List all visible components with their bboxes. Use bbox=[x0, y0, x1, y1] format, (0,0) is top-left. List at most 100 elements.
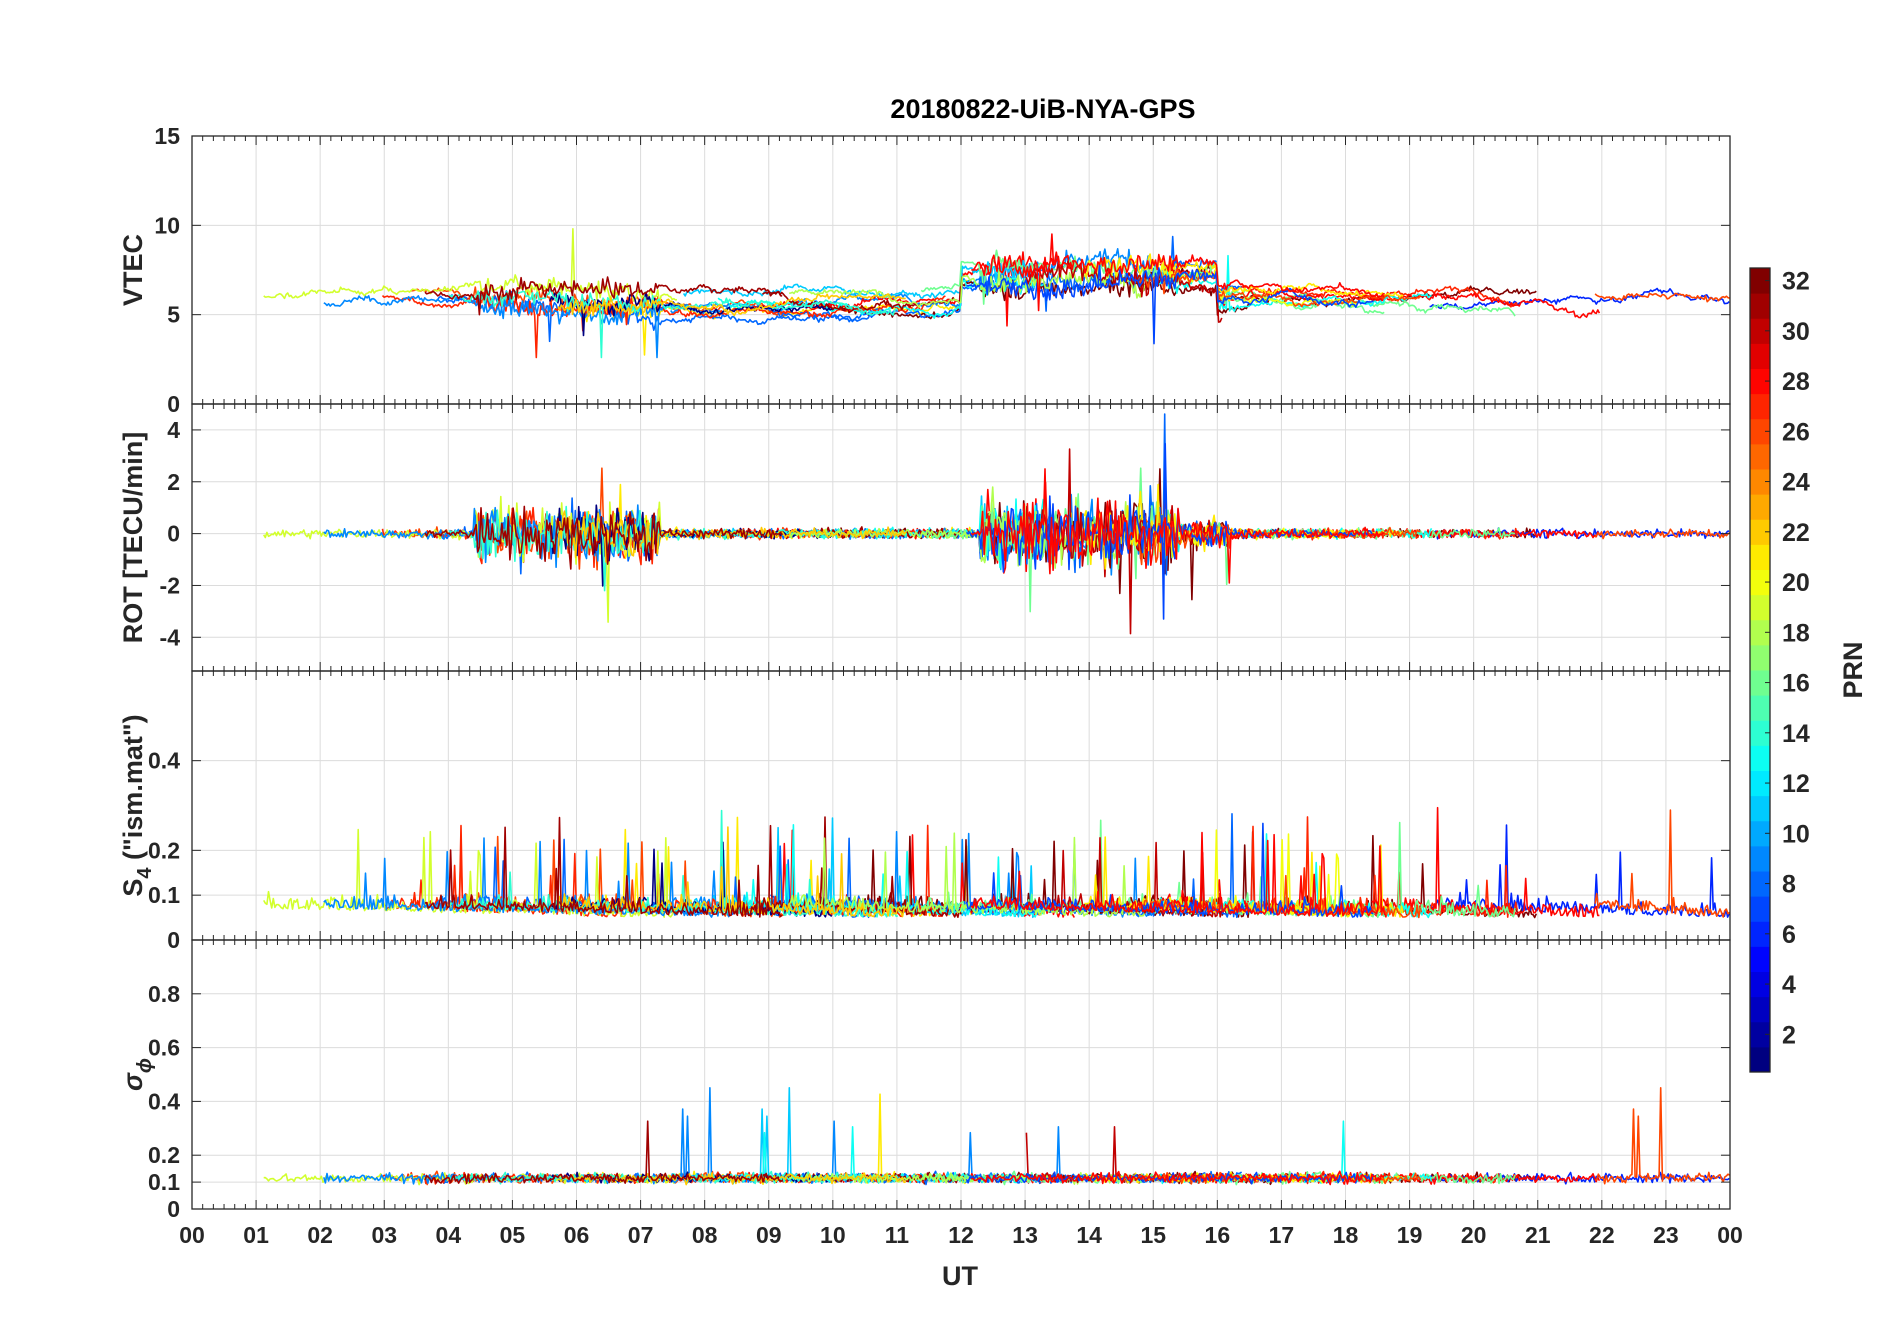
sigma_phi-series-line bbox=[971, 1170, 1386, 1186]
x-tick-label: 19 bbox=[1397, 1222, 1423, 1248]
colorbar-tick-label: 22 bbox=[1782, 519, 1810, 547]
colorbar-segment bbox=[1750, 745, 1770, 771]
vtec-series-group bbox=[263, 228, 1730, 359]
vtec-y-tick-label: 5 bbox=[167, 302, 180, 328]
colorbar-segment bbox=[1750, 921, 1770, 947]
s4-y-tick-label: 0.1 bbox=[148, 882, 180, 908]
colorbar-segment bbox=[1750, 343, 1770, 369]
x-axis-label: UT bbox=[942, 1261, 978, 1291]
colorbar-segment bbox=[1750, 293, 1770, 319]
sigma_phi-series-group bbox=[263, 1087, 1730, 1186]
colorbar-tick-label: 24 bbox=[1782, 469, 1810, 497]
colorbar-segment bbox=[1750, 393, 1770, 420]
colorbar-tick-label: 20 bbox=[1782, 569, 1810, 597]
colorbar-tick-label: 2 bbox=[1782, 1021, 1796, 1049]
s4-series-line bbox=[788, 832, 1146, 918]
colorbar-tick-label: 26 bbox=[1782, 418, 1810, 446]
x-tick-label: 17 bbox=[1269, 1222, 1295, 1248]
s4-series-line bbox=[263, 828, 678, 918]
x-tick-label: 13 bbox=[1012, 1222, 1038, 1248]
x-tick-label: 16 bbox=[1205, 1222, 1231, 1248]
vtec-series-line bbox=[557, 293, 906, 318]
s4-y-axis-label: S4 ("ism.mat") bbox=[118, 714, 156, 896]
s4-series-group bbox=[263, 806, 1730, 919]
colorbar-tick-label: 16 bbox=[1782, 670, 1810, 698]
colorbar-segment bbox=[1750, 695, 1770, 721]
x-tick-label: 00 bbox=[1717, 1222, 1743, 1248]
x-tick-label: 18 bbox=[1333, 1222, 1359, 1248]
colorbar-tick-label: 12 bbox=[1782, 770, 1810, 798]
colorbar-segment bbox=[1750, 544, 1770, 570]
colorbar-tick-label: 4 bbox=[1782, 971, 1796, 999]
vtec-series-line bbox=[424, 276, 783, 316]
s4-y-tick-label: 0 bbox=[167, 927, 180, 953]
x-tick-label: 09 bbox=[756, 1222, 782, 1248]
colorbar-segment bbox=[1750, 594, 1770, 621]
vtec-series-line bbox=[966, 262, 1374, 345]
x-tick-label: 22 bbox=[1589, 1222, 1615, 1248]
colorbar-tick-label: 8 bbox=[1782, 871, 1796, 899]
x-tick-label: 10 bbox=[820, 1222, 846, 1248]
colorbar-segment bbox=[1750, 644, 1770, 671]
rot-series-line bbox=[448, 505, 899, 592]
vtec-series-line bbox=[448, 289, 899, 359]
rot-series-line bbox=[557, 510, 907, 563]
colorbar-frame bbox=[1749, 267, 1771, 1073]
colorbar-segment bbox=[1750, 820, 1770, 847]
x-tick-label: 01 bbox=[243, 1222, 269, 1248]
colorbar-segment bbox=[1750, 619, 1770, 646]
x-tick-label: 21 bbox=[1525, 1222, 1551, 1248]
rot-y-tick-label: -2 bbox=[160, 572, 180, 598]
x-tick-label: 23 bbox=[1653, 1222, 1679, 1248]
x-tick-label: 08 bbox=[692, 1222, 718, 1248]
panel-rot: -4 -2 0 2 4 ROT [TECU/min] bbox=[118, 403, 1731, 672]
colorbar-segment bbox=[1750, 871, 1770, 897]
colorbar-segment bbox=[1750, 845, 1770, 872]
rot-y-axis-label: ROT [TECU/min] bbox=[118, 432, 148, 643]
colorbar-tick-label: 28 bbox=[1782, 368, 1810, 396]
colorbar-segment bbox=[1750, 946, 1770, 972]
x-tick-label: 02 bbox=[307, 1222, 333, 1248]
x-tick-label: 20 bbox=[1461, 1222, 1487, 1248]
sigma_phi-y-tick-label: 0.6 bbox=[148, 1035, 180, 1061]
colorbar-segment bbox=[1750, 1046, 1770, 1073]
colorbar-segment bbox=[1750, 268, 1770, 294]
x-tick-label: 00 bbox=[179, 1222, 205, 1248]
colorbar-tick-label: 6 bbox=[1782, 921, 1796, 949]
colorbar-segment bbox=[1750, 443, 1770, 470]
sigma_phi-y-tick-label: 0.8 bbox=[148, 981, 180, 1007]
x-tick-label: 05 bbox=[500, 1222, 526, 1248]
sigma_phi-series-line bbox=[1371, 1172, 1601, 1185]
rot-series-line bbox=[965, 442, 1375, 620]
vtec-y-axis-label: VTEC bbox=[118, 234, 148, 306]
vtec-series-line bbox=[682, 259, 1037, 300]
sigma_phi-y-axis-label: σϕ bbox=[118, 1058, 156, 1091]
chart-title: 20180822-UiB-NYA-GPS bbox=[890, 94, 1195, 124]
s4-y-tick-label: 0.4 bbox=[148, 748, 180, 774]
colorbar-segment bbox=[1750, 519, 1770, 545]
x-tick-label: 07 bbox=[628, 1222, 654, 1248]
vtec-series-line bbox=[323, 294, 730, 359]
colorbar-segment bbox=[1750, 720, 1770, 746]
colorbar-segment bbox=[1750, 469, 1770, 495]
colorbar-label: PRN bbox=[1838, 641, 1868, 698]
colorbar-segment bbox=[1750, 318, 1770, 344]
sigma_phi-y-tick-label: 0 bbox=[167, 1196, 180, 1222]
sigma_phi-y-tick-label: 0.2 bbox=[148, 1142, 180, 1168]
x-tick-label: 14 bbox=[1076, 1222, 1102, 1248]
colorbar-segment bbox=[1750, 795, 1770, 822]
colorbar-segment bbox=[1750, 996, 1770, 1023]
colorbar-segment bbox=[1750, 418, 1770, 445]
rot-y-tick-label: 0 bbox=[167, 521, 180, 547]
x-tick-label: 15 bbox=[1140, 1222, 1166, 1248]
colorbar-segment bbox=[1750, 670, 1770, 696]
sigma_phi-series-line bbox=[1594, 1087, 1730, 1185]
x-tick-label: 12 bbox=[948, 1222, 974, 1248]
rot-y-tick-label: 4 bbox=[167, 417, 180, 443]
vtec-series-line bbox=[1594, 292, 1730, 303]
rot-series-group bbox=[263, 413, 1730, 635]
x-tick-label: 11 bbox=[885, 1222, 910, 1248]
